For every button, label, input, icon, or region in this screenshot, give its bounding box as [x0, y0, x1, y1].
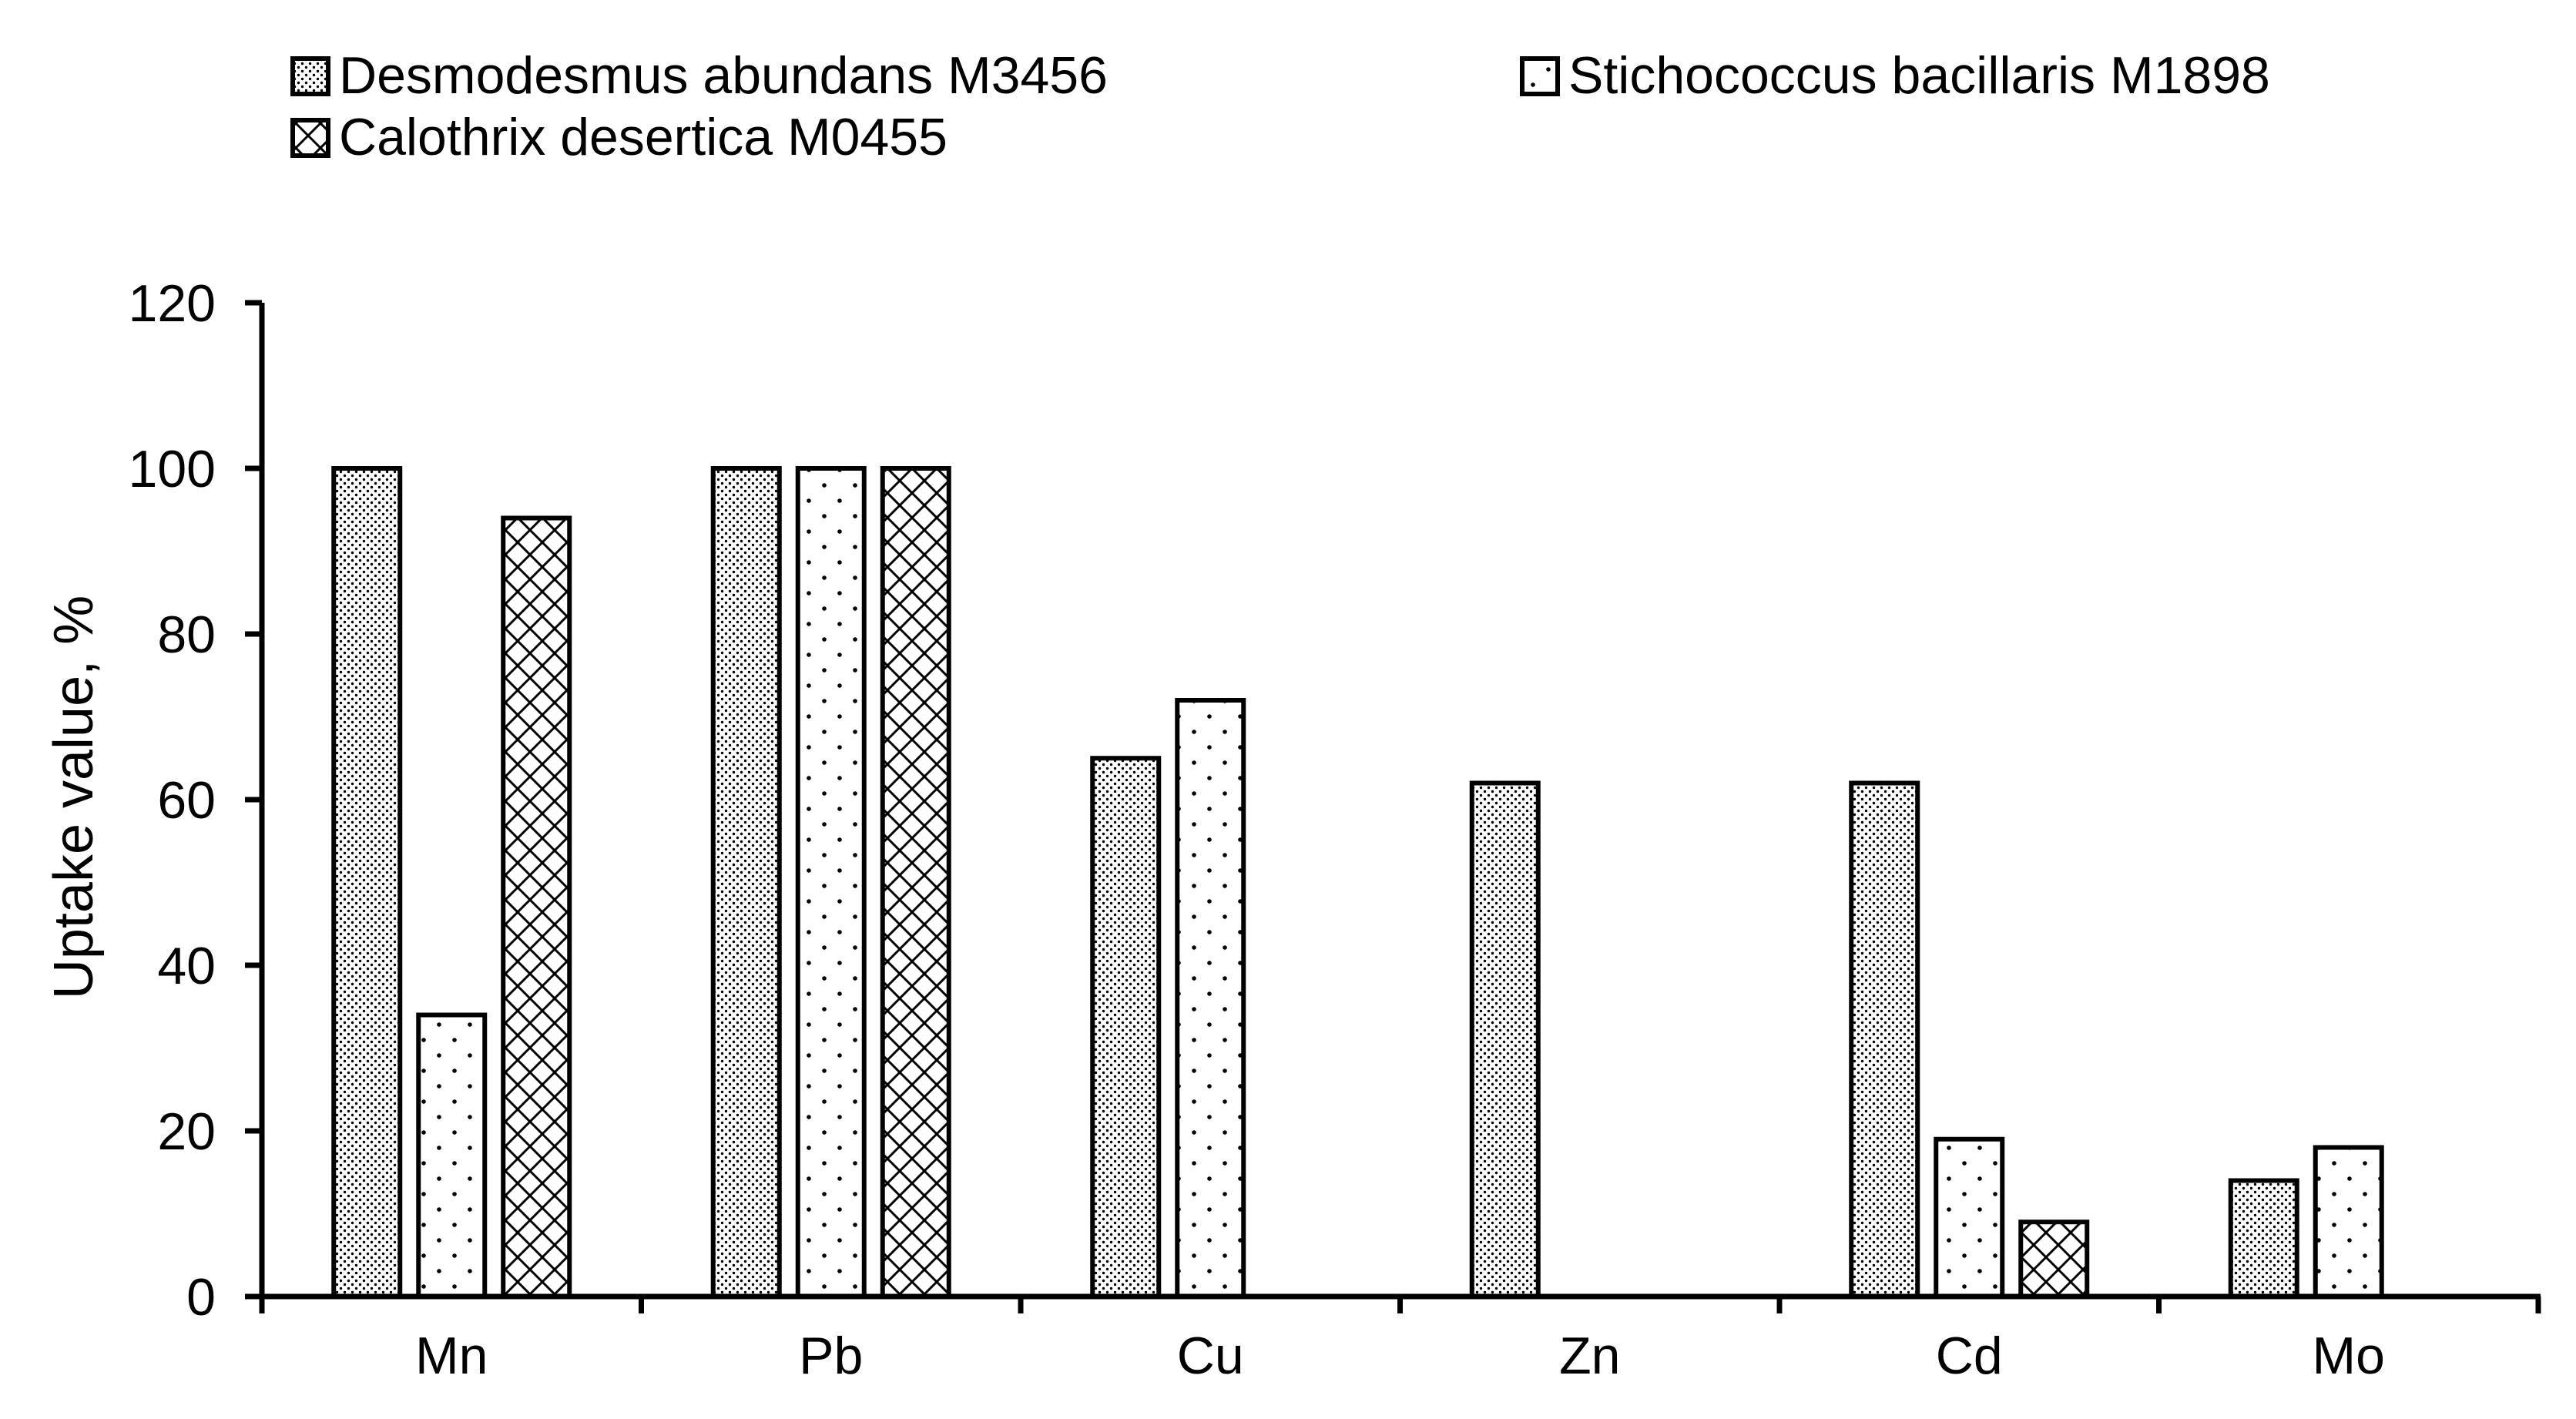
bar-pb-series-2 [880, 466, 951, 1299]
legend: Desmodesmus abundans M3456 Stichococcus … [290, 46, 2270, 166]
bar-mn-series-1 [416, 1012, 488, 1299]
x-tick-label: Mo [2313, 1327, 2385, 1385]
bar-cd-series-0 [1849, 780, 1920, 1299]
legend-swatch-series-1 [1520, 56, 1560, 96]
legend-label-series-1: Stichococcus bacillaris M1898 [1568, 46, 2270, 105]
bar-cd-series-1 [1934, 1136, 2005, 1299]
axes [259, 303, 2541, 1300]
bar-mo-series-1 [2313, 1145, 2384, 1299]
x-tick-label: Mn [415, 1327, 488, 1385]
legend-item-series-0: Desmodesmus abundans M3456 [290, 46, 1108, 105]
legend-swatch-series-0 [290, 56, 330, 96]
y-tick-label: 100 [129, 440, 216, 498]
y-axis-title: Uptake value, % [43, 595, 105, 999]
y-ticks: 0 20 40 60 80 100 120 [129, 274, 262, 1327]
legend-item-series-2: Calothrix desertica M0455 [290, 108, 948, 166]
bar-pb-series-1 [795, 466, 867, 1299]
bar-zn-series-0 [1469, 780, 1541, 1299]
x-tick-label: Cd [1936, 1327, 2003, 1385]
y-tick-label: 20 [157, 1102, 216, 1161]
x-tick-label: Cu [1177, 1327, 1244, 1385]
bar-mn-series-2 [501, 515, 572, 1299]
bar-mo-series-0 [2228, 1178, 2299, 1299]
legend-swatch-series-2 [290, 118, 330, 158]
bar-cu-series-0 [1090, 756, 1162, 1299]
y-tick-label: 80 [157, 606, 216, 664]
y-tick-label: 0 [186, 1268, 216, 1327]
bar-pb-series-0 [710, 466, 782, 1299]
bar-cd-series-2 [2018, 1219, 2090, 1299]
legend-item-series-1: Stichococcus bacillaris M1898 [1520, 46, 2270, 105]
y-tick-label: 120 [129, 274, 216, 333]
x-tick-label: Pb [799, 1327, 863, 1385]
bar-mn-series-0 [331, 466, 403, 1299]
x-ticks: Mn Pb Cu Zn Cd Mo [259, 1297, 2541, 1385]
legend-label-series-2: Calothrix desertica M0455 [339, 108, 948, 166]
y-tick-label: 40 [157, 937, 216, 995]
x-tick-label: Zn [1559, 1327, 1620, 1385]
y-tick-label: 60 [157, 771, 216, 830]
bars [331, 466, 2384, 1299]
legend-label-series-0: Desmodesmus abundans M3456 [339, 46, 1108, 105]
bar-cu-series-1 [1175, 698, 1246, 1299]
